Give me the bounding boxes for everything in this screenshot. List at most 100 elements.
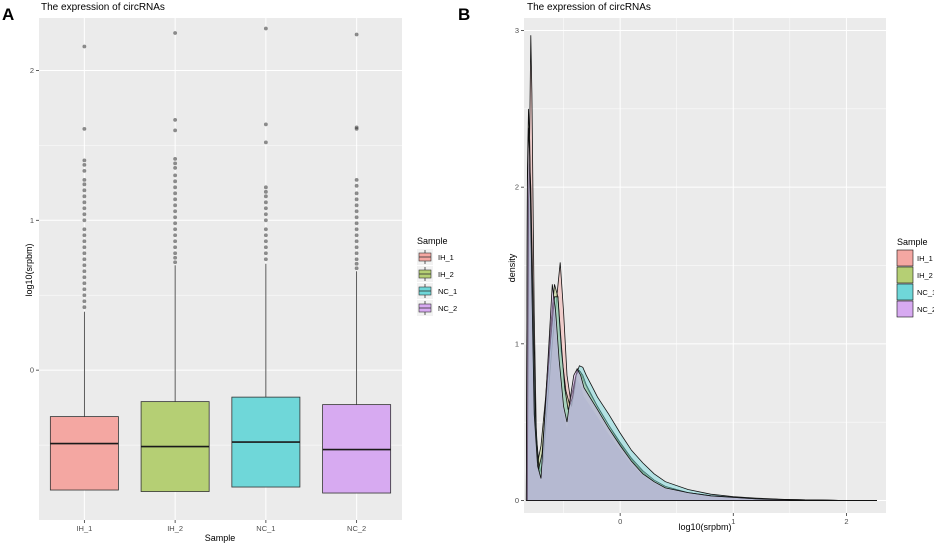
box-outlier-point xyxy=(82,275,87,280)
density-legend-key xyxy=(896,266,914,284)
box-outlier-point xyxy=(173,128,178,133)
box-outlier-point xyxy=(82,200,87,205)
box-outlier-point xyxy=(263,212,268,217)
box-legend-entry: IH_1 xyxy=(417,249,454,265)
box-outlier-point xyxy=(173,179,178,184)
box-outlier-point xyxy=(82,44,87,49)
box-x-tick-label: IH_1 xyxy=(76,524,92,533)
panel-b: B The expression of circRNAs 0 1 2 3 0 1 2 lo… xyxy=(458,2,934,532)
box-outlier-point xyxy=(173,165,178,170)
box-outlier-point xyxy=(354,183,359,188)
box-outlier-point xyxy=(173,203,178,208)
density-x-ticks: 0 1 2 xyxy=(618,513,848,526)
box-outlier-point xyxy=(173,197,178,202)
panel-letter-b: B xyxy=(458,5,470,24)
box-outlier-point xyxy=(263,251,268,256)
box-outlier-point xyxy=(354,245,359,250)
box-legend-title: Sample xyxy=(417,236,448,246)
box-outlier-point xyxy=(82,251,87,256)
box-x-tick-label: IH_2 xyxy=(167,524,183,533)
box-outlier-point xyxy=(82,305,87,310)
box-legend-entry: NC_2 xyxy=(417,300,457,316)
box-outlier-point xyxy=(173,255,178,260)
density-legend-label: NC_1 xyxy=(917,288,934,297)
density-legend-key xyxy=(896,283,914,301)
box-outlier-point xyxy=(173,227,178,232)
box-outlier-point xyxy=(82,188,87,193)
box-outlier-point xyxy=(82,218,87,223)
box-outlier-point xyxy=(173,185,178,190)
box-y-tick-label: 1 xyxy=(30,216,34,225)
box-outlier-point xyxy=(354,215,359,220)
box-outlier-point xyxy=(173,260,178,265)
box-outlier-point xyxy=(354,197,359,202)
density-x-tick-label: 1 xyxy=(731,517,735,526)
box-outlier-point xyxy=(173,233,178,238)
box-outlier-point xyxy=(82,194,87,199)
density-legend-entry: IH_2 xyxy=(896,266,933,284)
density-legend: Sample IH_1 IH_2 NC_1 NC_2 xyxy=(896,237,934,318)
density-x-tick-label: 0 xyxy=(618,517,622,526)
box-outlier-point xyxy=(354,32,359,37)
density-legend-label: IH_2 xyxy=(917,271,933,280)
box-outlier-point xyxy=(82,227,87,232)
box-outlier-point xyxy=(354,227,359,232)
box-y-tick-label: 0 xyxy=(30,366,34,375)
box-y-axis-label: log10(srpbm) xyxy=(24,243,34,296)
box-outlier-point xyxy=(173,209,178,214)
box-outlier-point xyxy=(82,177,87,182)
box-outlier-point xyxy=(354,177,359,182)
box-outlier-point xyxy=(82,162,87,167)
box-outlier-point xyxy=(263,257,268,262)
box-outlier-point xyxy=(263,200,268,205)
density-chart-title: The expression of circRNAs xyxy=(527,2,651,13)
box-outlier-point xyxy=(354,209,359,214)
box-legend-label: IH_1 xyxy=(438,253,454,262)
box-outlier-point xyxy=(354,191,359,196)
density-y-tick-label: 3 xyxy=(515,26,519,35)
box-x-tick-label: NC_2 xyxy=(347,524,366,533)
box-outlier-point xyxy=(82,233,87,238)
box-outlier-point xyxy=(82,239,87,244)
box-outlier-point xyxy=(173,251,178,256)
box-outlier-point xyxy=(82,206,87,211)
box-outlier-point xyxy=(354,251,359,256)
box-outlier-point xyxy=(82,158,87,163)
density-legend-key xyxy=(896,300,914,318)
box-legend-entry: IH_2 xyxy=(417,266,454,282)
box-outlier-point xyxy=(263,189,268,194)
box-legend-label: NC_2 xyxy=(438,304,457,313)
box-outlier-point xyxy=(173,245,178,250)
box-outlier-point xyxy=(263,194,268,199)
box-outlier-point xyxy=(173,215,178,220)
box-outlier-point xyxy=(173,173,178,178)
box-outlier-point xyxy=(173,31,178,35)
box-outlier-point xyxy=(354,125,359,130)
box-outlier-point xyxy=(82,263,87,268)
box-NC_1 xyxy=(231,26,301,488)
density-overlap-area xyxy=(526,157,877,501)
box-outlier-point xyxy=(354,233,359,238)
box-y-ticks: 0 1 2 xyxy=(30,66,39,375)
box-outlier-point xyxy=(354,239,359,244)
density-legend-title: Sample xyxy=(897,237,928,247)
density-y-tick-label: 2 xyxy=(515,183,519,192)
box-outlier-point xyxy=(263,122,268,127)
density-legend-entry: IH_1 xyxy=(896,249,933,267)
box-legend-entry: NC_1 xyxy=(417,283,457,299)
box-x-axis-label: Sample xyxy=(205,533,236,543)
box-outlier-point xyxy=(82,212,87,217)
box-outlier-point xyxy=(263,239,268,244)
box-NC_2 xyxy=(322,32,392,494)
box-outlier-point xyxy=(263,227,268,232)
box-chart-title: The expression of circRNAs xyxy=(41,2,165,13)
box-outlier-point xyxy=(173,117,178,122)
box-x-ticks: IH_1 IH_2 NC_1 NC_2 xyxy=(76,520,366,533)
box-outlier-point xyxy=(354,266,359,271)
box-outlier-point xyxy=(263,206,268,211)
box-IH_2 xyxy=(140,31,210,492)
box-IH_1 xyxy=(49,44,119,491)
box-legend-label: IH_2 xyxy=(438,270,454,279)
box-outlier-point xyxy=(173,161,178,166)
